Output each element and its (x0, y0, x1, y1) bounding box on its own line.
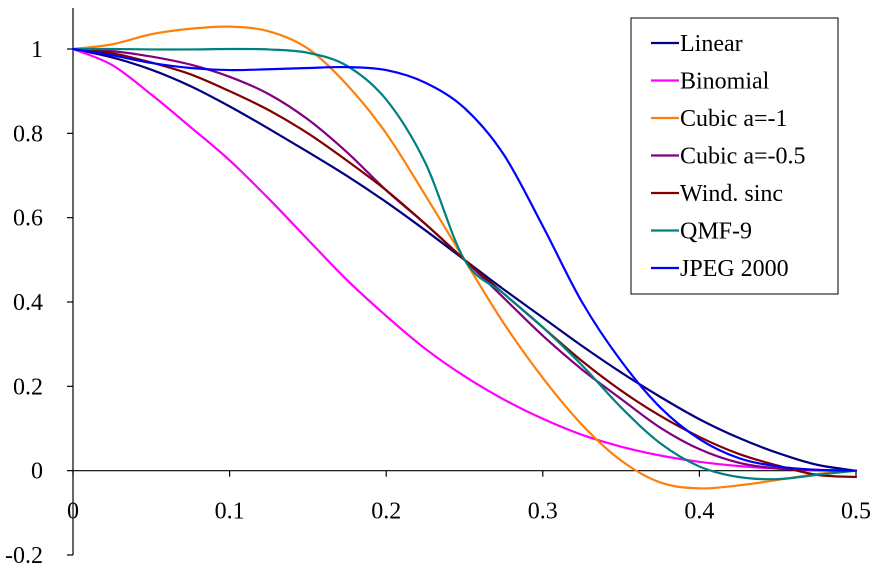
series-group (71, 25, 858, 490)
legend-label-wind-sinc: Wind. sinc (680, 181, 783, 207)
legend-label-jpeg-2000: JPEG 2000 (680, 256, 789, 282)
axes: -0.2 0 0.2 0.4 0.6 0.8 1 0 0.1 0.2 0.3 0.4 0.5 (5, 8, 871, 569)
series-line-binomial (71, 47, 858, 472)
legend-label-linear: Linear (680, 31, 743, 57)
y-tick-label: -0.2 (5, 543, 43, 569)
x-tick-label: 0.5 (841, 499, 871, 525)
y-tick-label: 0.8 (13, 121, 43, 147)
y-tick-label: 0.4 (13, 290, 43, 316)
series-line-qmf-9 (71, 47, 858, 481)
legend: Linear Binomial Cubic a=-1 Cubic a=-0.5 Wind… (630, 17, 839, 295)
x-tick-group: 0 0.1 0.2 0.3 0.4 0.5 (67, 470, 871, 525)
x-tick-label: 0.1 (215, 499, 245, 525)
y-tick-label: 0.2 (13, 374, 43, 400)
y-tick-label: 0.6 (13, 206, 43, 232)
x-tick-label: 0.2 (371, 499, 401, 525)
legend-items: Linear Binomial Cubic a=-1 Cubic a=-0.5 Wind… (651, 31, 806, 282)
legend-label-cubic-a-1: Cubic a=-1 (680, 106, 788, 132)
x-tick-label: 0.4 (684, 499, 714, 525)
y-tick-label: 0 (31, 459, 43, 485)
legend-label-cubic-a-0-5: Cubic a=-0.5 (680, 144, 806, 170)
x-tick-label: 0.3 (528, 499, 558, 525)
legend-label-binomial: Binomial (680, 69, 770, 95)
legend-label-qmf-9: QMF-9 (680, 219, 752, 245)
series-line-jpeg-2000 (71, 47, 858, 472)
x-tick-label: 0 (67, 499, 79, 525)
y-tick-label: 1 (31, 37, 43, 63)
y-tick-group: -0.2 0 0.2 0.4 0.6 0.8 1 (5, 37, 73, 569)
